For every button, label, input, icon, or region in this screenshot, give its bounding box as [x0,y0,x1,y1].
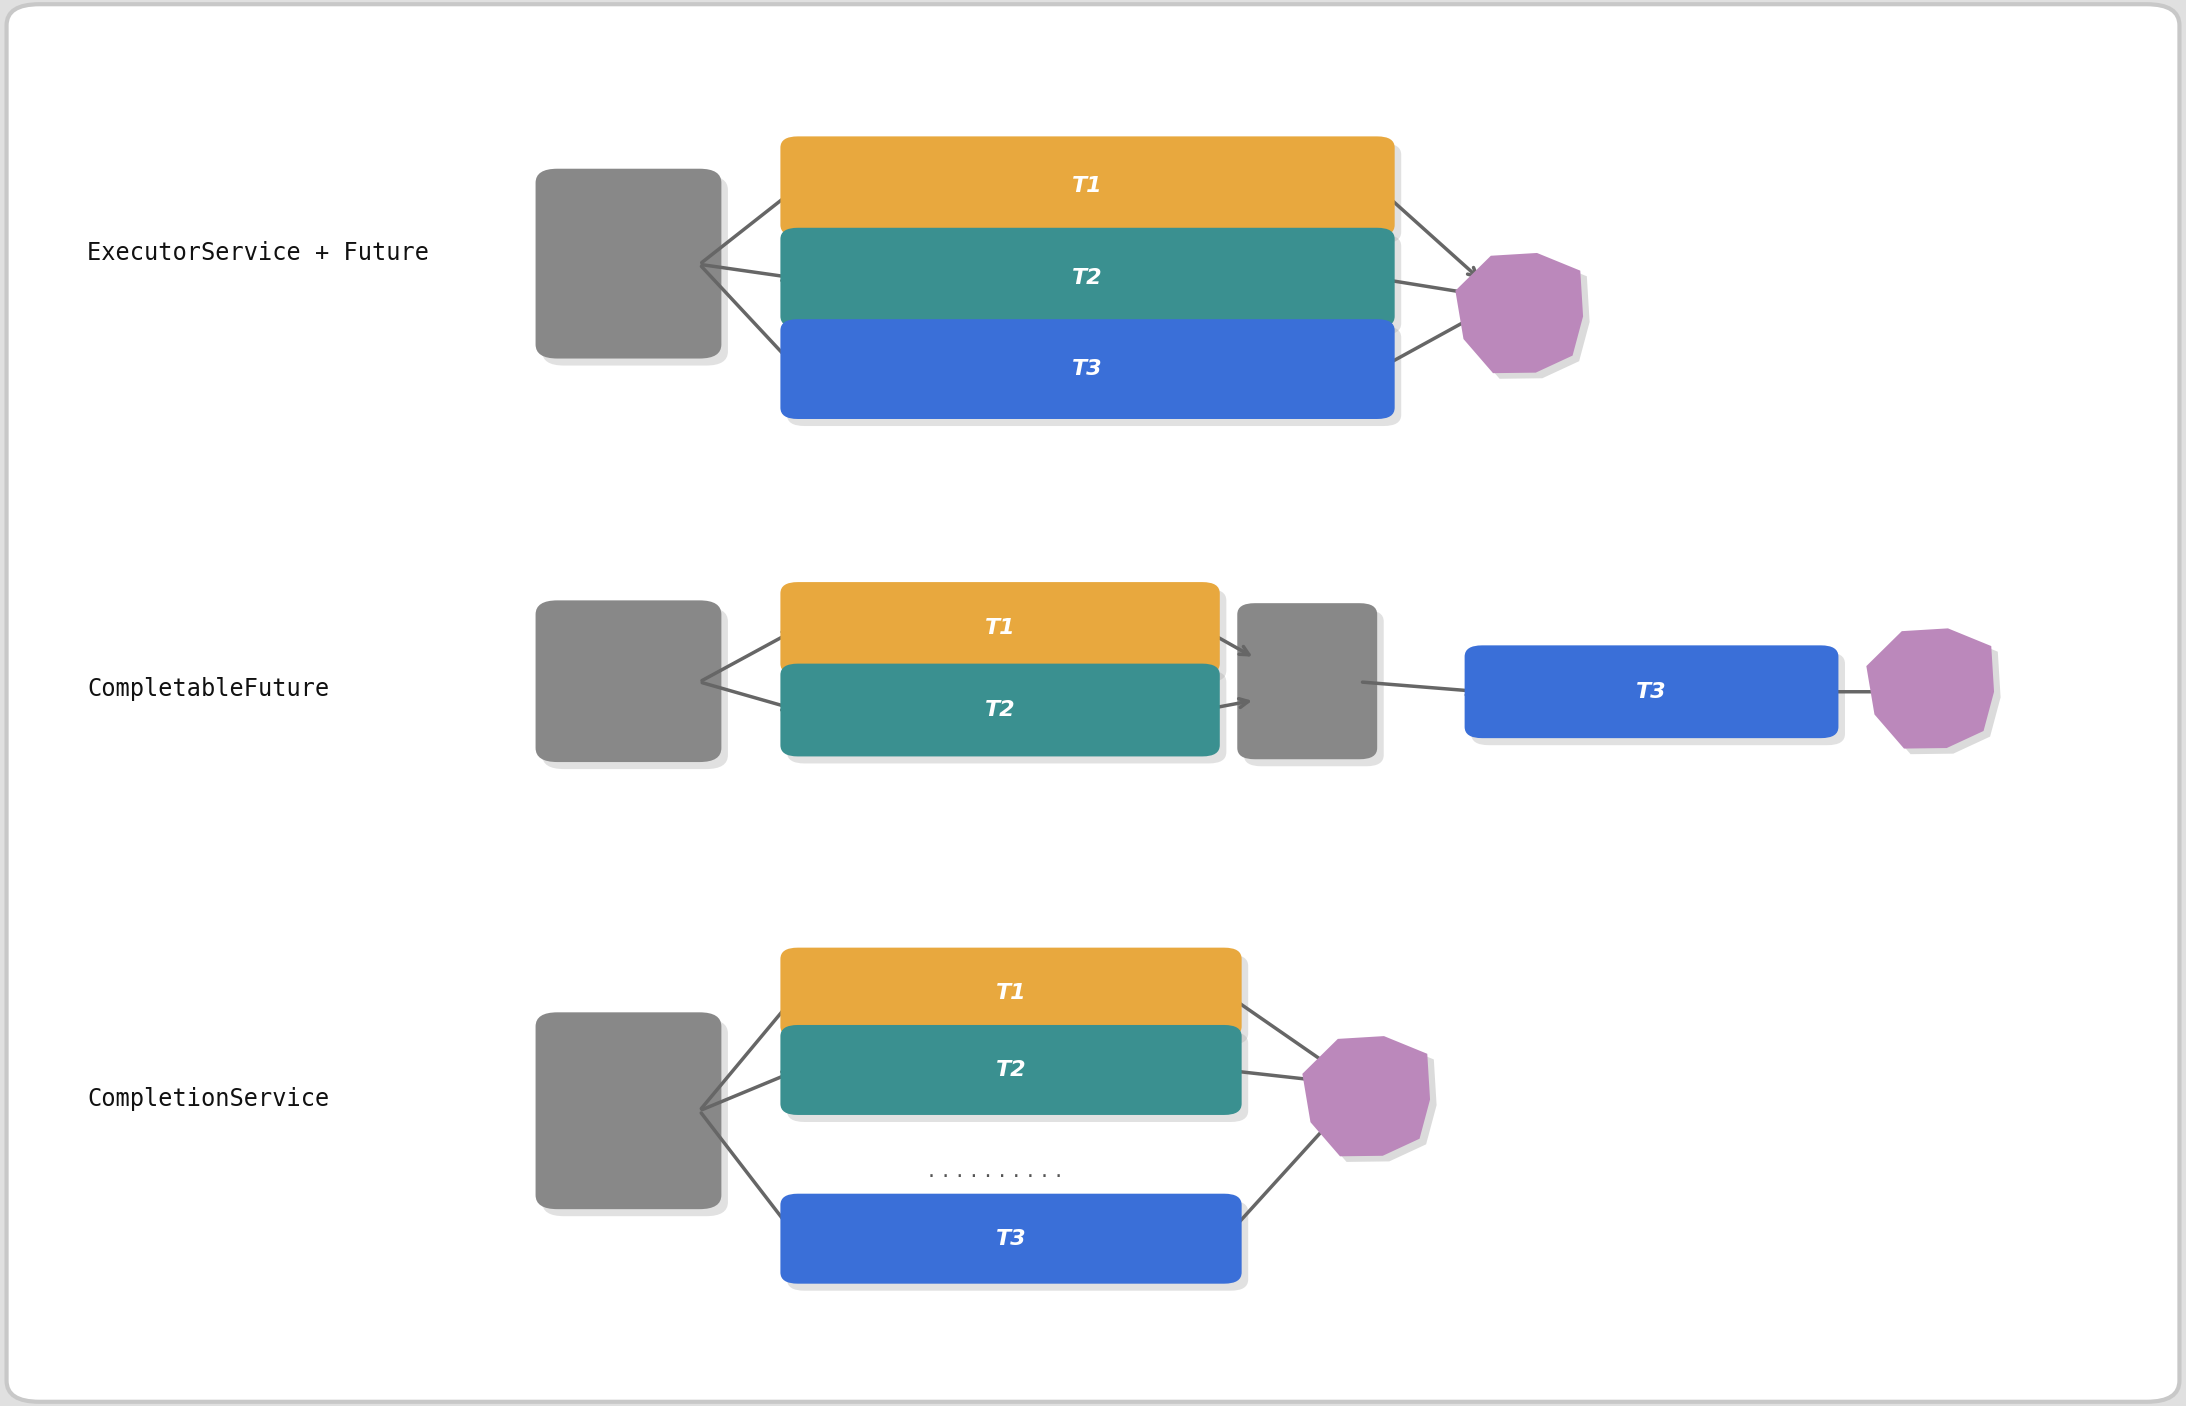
FancyBboxPatch shape [542,176,728,366]
FancyBboxPatch shape [780,136,1395,236]
Text: T2: T2 [984,700,1016,720]
FancyBboxPatch shape [542,607,728,769]
FancyBboxPatch shape [536,169,721,359]
Text: CompletableFuture: CompletableFuture [87,676,330,702]
FancyBboxPatch shape [787,1201,1248,1291]
Polygon shape [1462,259,1589,378]
Polygon shape [1867,628,1994,748]
Text: T2: T2 [1071,267,1104,288]
FancyBboxPatch shape [542,1019,728,1216]
Text: · · · · · · · · · ·: · · · · · · · · · · [927,1167,1062,1187]
Text: T2: T2 [995,1060,1027,1080]
FancyBboxPatch shape [780,582,1220,675]
FancyBboxPatch shape [780,1025,1242,1115]
Text: T1: T1 [1071,176,1104,197]
Polygon shape [1456,253,1583,373]
FancyBboxPatch shape [1471,652,1845,745]
FancyBboxPatch shape [787,143,1401,243]
FancyBboxPatch shape [787,671,1226,763]
FancyBboxPatch shape [780,319,1395,419]
FancyBboxPatch shape [536,1012,721,1209]
FancyBboxPatch shape [780,1194,1242,1284]
Polygon shape [1303,1036,1430,1156]
FancyBboxPatch shape [536,600,721,762]
Text: T1: T1 [984,619,1016,638]
FancyBboxPatch shape [787,326,1401,426]
Polygon shape [1309,1042,1436,1161]
FancyBboxPatch shape [1237,603,1377,759]
FancyBboxPatch shape [780,664,1220,756]
FancyBboxPatch shape [787,589,1226,682]
FancyBboxPatch shape [780,228,1395,328]
Text: T3: T3 [995,1229,1027,1249]
FancyBboxPatch shape [780,948,1242,1038]
FancyBboxPatch shape [787,955,1248,1045]
Text: T1: T1 [995,983,1027,1002]
FancyBboxPatch shape [787,235,1401,335]
FancyBboxPatch shape [787,1032,1248,1122]
Polygon shape [1873,634,2000,754]
FancyBboxPatch shape [7,4,2179,1402]
Text: ExecutorService + Future: ExecutorService + Future [87,240,428,266]
Text: T3: T3 [1071,359,1104,380]
FancyBboxPatch shape [1244,610,1384,766]
Text: CompletionService: CompletionService [87,1087,330,1112]
Text: T3: T3 [1635,682,1668,702]
FancyBboxPatch shape [1465,645,1838,738]
